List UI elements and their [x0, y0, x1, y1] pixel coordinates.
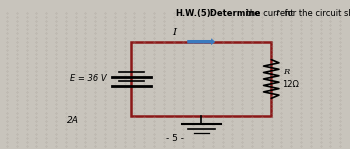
Bar [131, 42, 271, 116]
Text: E = 36 V: E = 36 V [70, 74, 107, 83]
Text: R: R [284, 67, 290, 76]
Text: H.W.(5):: H.W.(5): [175, 9, 214, 18]
Text: the current: the current [244, 9, 296, 18]
Text: 2A: 2A [66, 116, 78, 125]
Text: - 5 -: - 5 - [166, 134, 184, 143]
Text: I: I [275, 9, 279, 17]
Text: for the circuit shown in figure below:: for the circuit shown in figure below: [282, 9, 350, 18]
Text: 12Ω: 12Ω [282, 80, 299, 89]
Text: Determine: Determine [207, 9, 260, 18]
Text: I: I [172, 28, 176, 37]
